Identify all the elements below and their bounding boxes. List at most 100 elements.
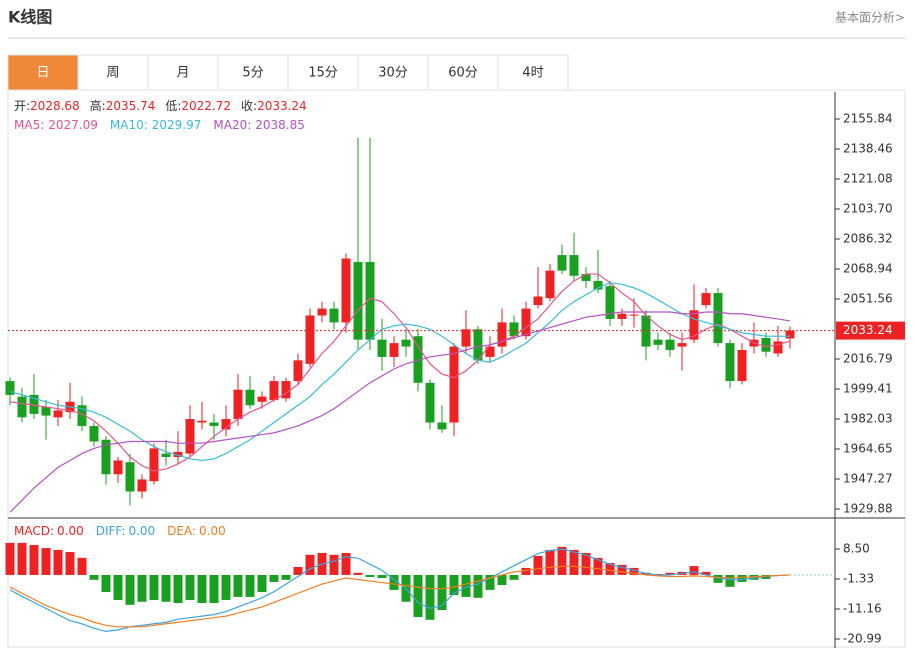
tab-label: 周 [106, 66, 119, 81]
candle-body [389, 343, 399, 357]
tab[interactable]: 周 [77, 54, 149, 91]
y-tick-label: -11.16 [843, 601, 882, 615]
candle-body [329, 308, 339, 323]
tab[interactable]: 月 [147, 54, 219, 91]
y-tick-label: -20.99 [843, 631, 882, 645]
macd-legend: MACD: 0.00 DIFF: 0.00 DEA: 0.00 [14, 524, 226, 538]
macd-bar [377, 574, 387, 578]
macd-bar [737, 574, 747, 582]
candle-body [653, 339, 663, 345]
macd-bar [185, 574, 195, 600]
tab-label: 15分 [308, 66, 338, 81]
tab[interactable]: 4时 [497, 54, 569, 91]
quote-value: 2028.68 [30, 99, 80, 113]
tab-label: 5分 [242, 66, 263, 81]
candle-body [305, 315, 315, 364]
indicator-line [9, 548, 791, 633]
candle-body [149, 448, 159, 482]
indicator-line [9, 565, 791, 628]
candle-body [53, 410, 63, 418]
tab[interactable]: 30分 [357, 54, 429, 91]
candle-body [593, 280, 603, 290]
y-tick-label: 2155.84 [843, 111, 893, 125]
macd-bar [581, 552, 591, 575]
chart-frame [7, 89, 906, 648]
macd-bar [137, 574, 147, 602]
legend-value: 0.00 [57, 524, 84, 538]
quote-line: 开:2028.68 高:2035.74 低:2022.72 收:2033.24 [14, 98, 307, 113]
page-title: K线图 [8, 8, 52, 27]
candle-body [473, 329, 483, 361]
legend-name: DEA: [167, 524, 196, 538]
y-tick-label: 2051.56 [843, 291, 893, 305]
macd-bar [149, 574, 159, 600]
macd-bar [605, 563, 615, 575]
tab[interactable]: 日 [7, 54, 79, 91]
candle-body [77, 405, 87, 426]
macd-bar [629, 567, 639, 575]
macd-bar [209, 574, 219, 604]
macd-bar [269, 574, 279, 582]
candle-body [629, 314, 639, 316]
candle-body [341, 258, 351, 323]
macd-bar [281, 574, 291, 580]
y-tick-label: 1947.27 [843, 471, 893, 485]
macd-bar [245, 574, 255, 597]
macd-bar [449, 574, 459, 596]
tab-label: 日 [36, 66, 49, 81]
candle-body [737, 350, 747, 382]
legend-value: 2027.09 [48, 118, 98, 132]
quote-label: 开: [14, 99, 30, 113]
quote-label: 低: [165, 99, 181, 113]
macd-bar [53, 549, 63, 575]
legend-name: MA10: [110, 118, 148, 132]
y-tick-label: 1964.65 [843, 441, 893, 455]
candle-body [245, 389, 255, 406]
legend-name: MACD: [14, 524, 54, 538]
candle-body [173, 451, 183, 458]
legend-name: MA5: [14, 118, 44, 132]
macd-bar [329, 554, 339, 575]
quote-value: 2022.72 [181, 99, 231, 113]
analysis-link[interactable]: 基本面分析> [835, 11, 905, 25]
candle-body [581, 274, 591, 281]
candle-body [545, 270, 555, 299]
tab[interactable]: 5分 [217, 54, 289, 91]
candle-body [125, 462, 135, 492]
macd-bar [5, 542, 15, 575]
indicator-line [9, 282, 791, 462]
macd-bar [413, 574, 423, 618]
macd-bar [593, 557, 603, 575]
macd-bar [665, 572, 675, 575]
macd-bar [569, 549, 579, 575]
macd-bar [617, 564, 627, 575]
tab[interactable]: 60分 [427, 54, 499, 91]
candle-body [557, 255, 567, 271]
candle-body [113, 460, 123, 475]
macd-bar [521, 567, 531, 575]
candle-body [665, 339, 675, 351]
tab-box [497, 54, 569, 91]
candle-body [137, 479, 147, 492]
macd-bar [29, 545, 39, 575]
candle-body [17, 396, 27, 418]
candle-body [185, 419, 195, 454]
macd-bar [341, 552, 351, 575]
y-tick-label: 1999.41 [843, 381, 893, 395]
tab-box [357, 54, 429, 91]
tab[interactable]: 15分 [287, 54, 359, 91]
tab-label: 30分 [378, 66, 408, 81]
y-tick-label: 2121.08 [843, 171, 893, 185]
tab-bar: 日 周 月 5分 15分 30分 60分 4时 [7, 54, 569, 91]
indicator-line [9, 311, 791, 513]
candle-body [761, 337, 771, 352]
current-price-label: 2033.24 [843, 323, 893, 337]
candle-body [5, 381, 15, 395]
candle-body [257, 396, 267, 402]
candle-body [497, 322, 507, 347]
quote-value: 2035.74 [106, 99, 156, 113]
y-tick-label: 1929.88 [843, 502, 893, 516]
candle-body [689, 310, 699, 340]
macd-bar [749, 574, 759, 580]
